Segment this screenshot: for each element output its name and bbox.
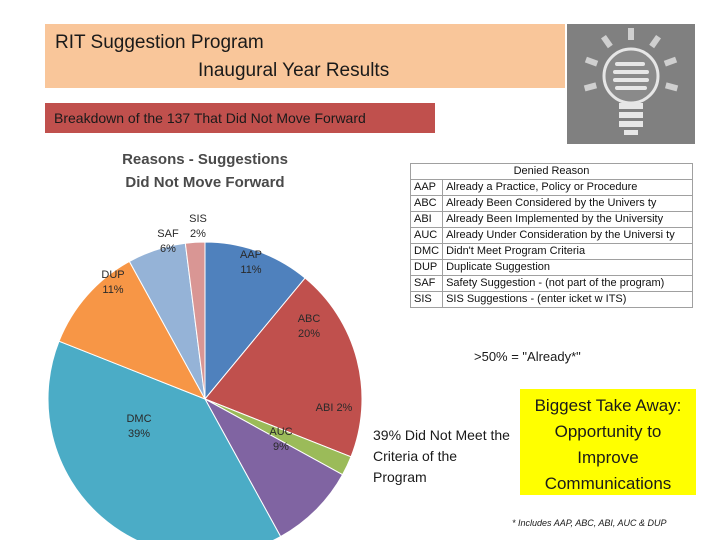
- subtitle-text: Breakdown of the 137 That Did Not Move F…: [54, 110, 366, 126]
- reason-text: Didn't Meet Program Criteria: [442, 243, 693, 260]
- chart-title-line-1: Reasons - Suggestions: [122, 151, 288, 168]
- reason-text: Safety Suggestion - (not part of the pro…: [442, 275, 693, 292]
- title-line-1: RIT Suggestion Program: [55, 32, 264, 53]
- lightbulb-icon: [567, 24, 695, 144]
- title-line-2: Inaugural Year Results: [198, 60, 390, 81]
- takeaway-line: Biggest Take Away:: [534, 396, 682, 415]
- table-row: ABC Already Been Considered by the Univer…: [409, 195, 693, 212]
- reason-text: SIS Suggestions - (enter icket w ITS): [442, 291, 693, 308]
- slice-pct-dmc: 39%: [128, 428, 150, 440]
- reason-code: ABI: [409, 211, 444, 228]
- table-row: AAP Already a Practice, Policy or Procedu…: [409, 179, 693, 196]
- already-note: >50% = "Already*": [474, 349, 581, 364]
- slice-pct-sis: 2%: [190, 228, 206, 240]
- takeaway-line: Communications: [544, 474, 672, 493]
- takeaway-line: Opportunity to: [554, 422, 662, 441]
- pie-slice-sis: [184, 241, 206, 400]
- pie-chart: Reasons - Suggestions Did Not Move Forwa…: [47, 151, 363, 540]
- reason-code: DMC: [409, 243, 444, 260]
- slice-label-sis: SIS: [189, 213, 207, 225]
- reason-text: Already Under Consideration by the Unive…: [442, 227, 693, 244]
- pie-slice-auc: [203, 397, 344, 538]
- reason-code: AUC: [409, 227, 444, 244]
- denied-reason-table: Denied Reason AAP Already a Practice, Pol…: [409, 163, 693, 308]
- reason-code: DUP: [409, 259, 444, 276]
- reason-text: Already Been Implemented by the Universi…: [442, 211, 693, 228]
- pie-slice-dmc: [47, 340, 282, 540]
- reason-code: SIS: [409, 291, 444, 308]
- slice-label-saf: SAF: [157, 228, 179, 240]
- reason-text: Already Been Considered by the Univers t…: [442, 195, 693, 212]
- slice-pct-aap: 11%: [240, 264, 261, 276]
- reason-text: Duplicate Suggestion: [442, 259, 693, 276]
- table-row: SAF Safety Suggestion - (not part of the …: [409, 275, 693, 292]
- table-row: AUC Already Under Consideration by the Un…: [409, 227, 693, 244]
- pie-slice-aap: [204, 241, 306, 401]
- title-banner: RIT Suggestion Program Inaugural Year Re…: [45, 24, 565, 88]
- table-row: ABI Already Been Implemented by the Unive…: [409, 211, 693, 228]
- reason-code: ABC: [409, 195, 444, 212]
- takeaway-line: Improve: [577, 448, 639, 467]
- subtitle-bar: Breakdown of the 137 That Did Not Move F…: [45, 103, 435, 133]
- takeaway-box: Biggest Take Away: Opportunity to Improv…: [520, 389, 696, 495]
- reason-text: Already a Practice, Policy or Procedure: [442, 179, 693, 196]
- slice-label-aap: AAP: [240, 249, 262, 261]
- table-crop-mask: [400, 312, 700, 332]
- reason-code: SAF: [409, 275, 444, 292]
- table-row: DUP Duplicate Suggestion: [409, 259, 693, 276]
- slice-label-dmc: DMC: [126, 413, 151, 425]
- slice-pct-abc: 20%: [298, 328, 320, 340]
- pie-slice-abc: [204, 277, 363, 458]
- table-header: Denied Reason: [410, 163, 693, 180]
- chart-title-line-2: Did Not Move Forward: [125, 174, 284, 191]
- criteria-note: 39% Did Not Meet the Criteria of the Pro…: [373, 427, 510, 485]
- slice-pct-auc: 9%: [273, 441, 289, 453]
- slice-label-auc: AUC: [269, 426, 292, 438]
- pie-slice-dup: [58, 260, 207, 400]
- table-row: SIS SIS Suggestions - (enter icket w ITS): [409, 291, 693, 308]
- slice-pct-dup: 11%: [102, 284, 123, 296]
- slice-label-abc: ABC: [298, 313, 321, 325]
- reason-code: AAP: [409, 179, 444, 196]
- table-row: DMC Didn't Meet Program Criteria: [409, 243, 693, 260]
- footnote: * Includes AAP, ABC, ABI, AUC & DUP: [512, 518, 667, 528]
- slice-label-abi: ABI 2%: [316, 402, 353, 414]
- slice-pct-saf: 6%: [160, 243, 176, 255]
- slice-label-dup: DUP: [101, 269, 124, 281]
